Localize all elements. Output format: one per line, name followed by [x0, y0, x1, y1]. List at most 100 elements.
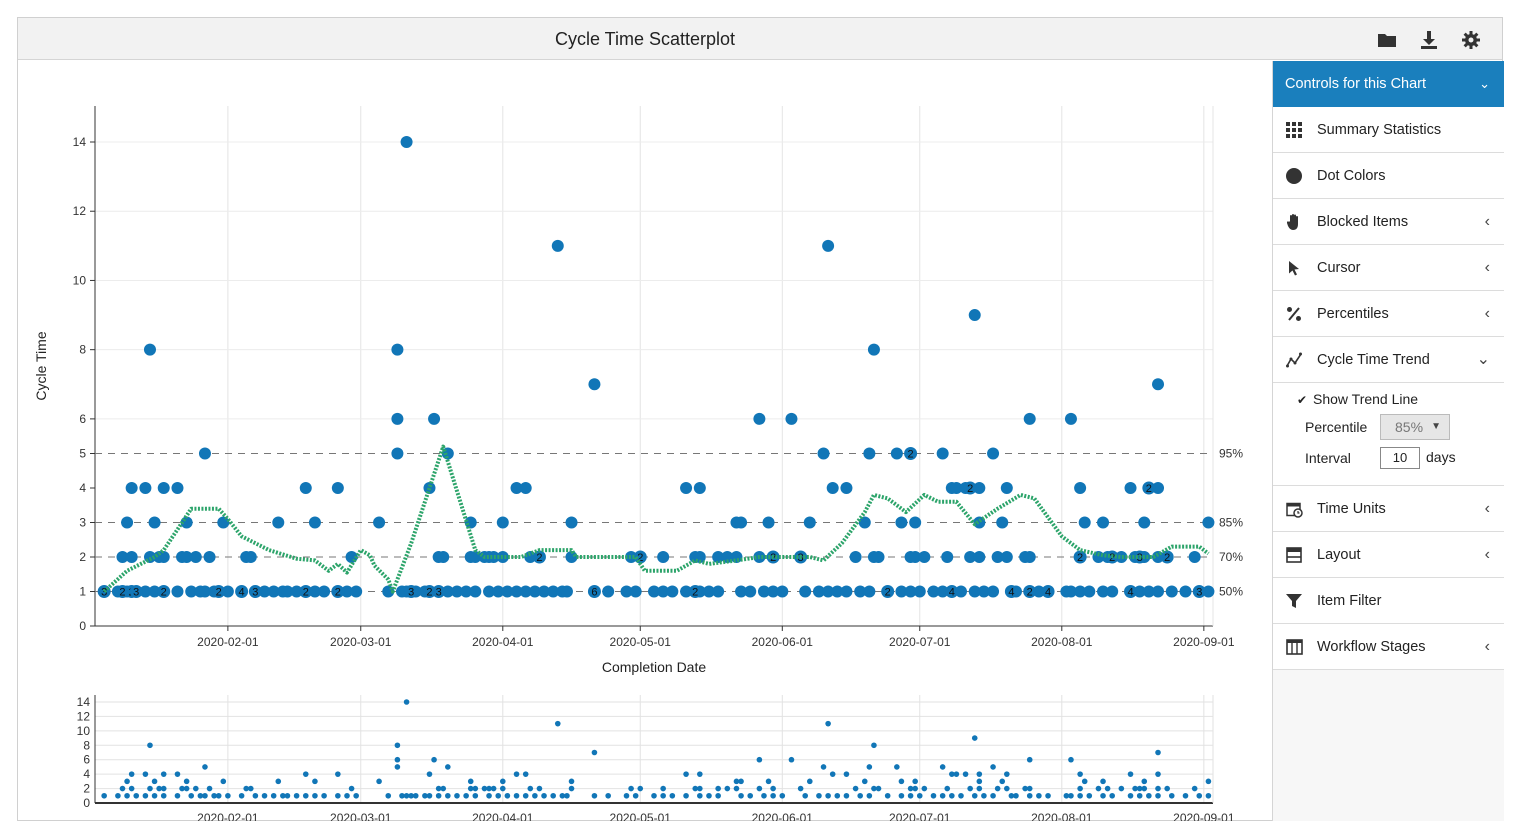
y-tick-label: 5	[79, 447, 86, 461]
data-point	[735, 585, 748, 598]
data-point	[1202, 585, 1215, 598]
count-label: 4	[239, 587, 245, 599]
data-point	[1179, 585, 1192, 598]
panel-item-summary-statistics[interactable]: Summary Statistics	[1273, 107, 1504, 153]
panel-item-percentiles[interactable]: Percentiles ‹	[1273, 291, 1504, 337]
data-point	[391, 343, 404, 356]
panel-item-workflow-stages[interactable]: Workflow Stages ‹	[1273, 624, 1504, 670]
overview-data-point	[898, 792, 905, 799]
overview-data-point	[174, 771, 181, 777]
overview-data-point	[156, 785, 162, 792]
data-point	[657, 585, 670, 598]
panel-item-label: Summary Statistics	[1317, 122, 1442, 138]
data-point	[936, 585, 949, 598]
count-dot	[945, 585, 959, 598]
data-point	[551, 239, 564, 252]
overview-data-point	[692, 785, 699, 792]
panel-item-cycle-time-trend[interactable]: Cycle Time Trend ⌄	[1273, 337, 1504, 383]
overview-data-point	[321, 792, 327, 799]
overview-data-point	[376, 778, 382, 785]
overview-data-point	[399, 792, 405, 799]
data-point	[1138, 516, 1151, 529]
overview-data-point	[435, 785, 442, 792]
panel-item-item-filter[interactable]: Item Filter	[1273, 578, 1504, 624]
data-point	[588, 378, 601, 391]
chevron-icon: ‹	[1484, 259, 1490, 276]
overview-x-tick-label: 2020-04-01	[472, 811, 534, 821]
y-tick-label: 14	[73, 135, 87, 149]
overview-data-point	[527, 785, 534, 792]
overview-data-point	[1013, 792, 1019, 799]
panel-item-blocked-items[interactable]: Blocked Items ‹	[1273, 199, 1504, 245]
data-point	[281, 585, 294, 598]
overview-x-tick-label: 2020-08-01	[1031, 811, 1093, 821]
overview-data-point	[825, 720, 831, 727]
x-tick-label: 2020-03-01	[330, 635, 392, 649]
interval-input[interactable]: 10	[1380, 447, 1420, 469]
overview-data-point	[532, 792, 538, 799]
overview-data-point	[660, 785, 666, 792]
show-trend-line-checkbox[interactable]: ✔ Show Trend Line	[1297, 391, 1418, 407]
overview-data-point	[124, 778, 130, 785]
panel-item-label: Cursor	[1317, 260, 1361, 276]
percentile-value: 85%	[1395, 419, 1424, 435]
y-tick-label: 12	[73, 204, 87, 218]
panel-item-cursor[interactable]: Cursor ‹	[1273, 245, 1504, 291]
overview-data-point	[733, 778, 740, 785]
cycle-time-trend-options: ✔ Show Trend Line Percentile 85% ▼ Interval 10…	[1273, 383, 1504, 486]
overview-data-point	[916, 792, 923, 799]
x-tick-label: 2020-06-01	[752, 635, 814, 649]
dropdown-arrow-icon: ▼	[1431, 421, 1441, 432]
overview-data-point	[632, 792, 639, 799]
overview-data-point	[440, 785, 447, 792]
count-dot	[1192, 585, 1206, 598]
count-dot	[904, 447, 918, 460]
folder-icon[interactable]	[1377, 30, 1397, 50]
data-point	[189, 551, 202, 563]
data-point	[1188, 551, 1201, 563]
main-plot-background	[95, 106, 1213, 626]
overview-data-point	[335, 771, 341, 777]
data-point	[121, 516, 134, 529]
download-icon[interactable]	[1419, 30, 1439, 50]
panel-item-time-units[interactable]: Time Units ‹	[1273, 486, 1504, 532]
panel-item-layout[interactable]: Layout ‹	[1273, 532, 1504, 578]
overview-data-point	[1004, 771, 1010, 777]
data-point	[854, 585, 867, 598]
gear-icon[interactable]	[1461, 30, 1481, 50]
data-point	[1064, 585, 1077, 598]
overview-data-point	[875, 785, 882, 792]
overview-data-point	[930, 792, 937, 799]
count-label: 4	[949, 587, 955, 599]
data-point	[1074, 585, 1087, 598]
count-dot	[248, 585, 262, 598]
overview-x-tick-label: 2020-06-01	[752, 811, 814, 821]
overview-data-point	[999, 778, 1006, 785]
data-point	[510, 585, 523, 598]
overview-data-point	[990, 792, 996, 799]
data-point	[198, 447, 211, 460]
overview-data-point	[1022, 785, 1028, 792]
overview-data-point	[1077, 785, 1083, 792]
overview-data-point	[953, 771, 960, 777]
overview-y-tick-label: 14	[77, 695, 91, 709]
overview-data-point	[871, 785, 877, 792]
data-point	[927, 585, 940, 598]
data-point	[460, 585, 473, 598]
controls-panel-header[interactable]: Controls for this Chart ⌄	[1273, 61, 1504, 107]
panel-item-dot-colors[interactable]: Dot Colors	[1273, 153, 1504, 199]
data-point	[831, 585, 844, 598]
overview-plot-background	[95, 695, 1213, 803]
data-point	[464, 516, 477, 529]
panel-item-label: Layout	[1317, 547, 1361, 563]
data-point	[290, 585, 303, 598]
percentile-select[interactable]: 85% ▼	[1380, 414, 1450, 440]
count-dot	[963, 481, 977, 495]
overview-data-point	[435, 792, 442, 799]
overview-data-point	[193, 785, 199, 792]
data-point	[799, 585, 812, 598]
panel-item-label: Item Filter	[1317, 593, 1382, 609]
overview-data-point	[426, 771, 433, 777]
overview-data-point	[907, 785, 914, 792]
cycle-time-scatterplot[interactable]: 2020-02-01 2020-03-01 2020-04-01 2020-05-01…	[18, 61, 1272, 821]
